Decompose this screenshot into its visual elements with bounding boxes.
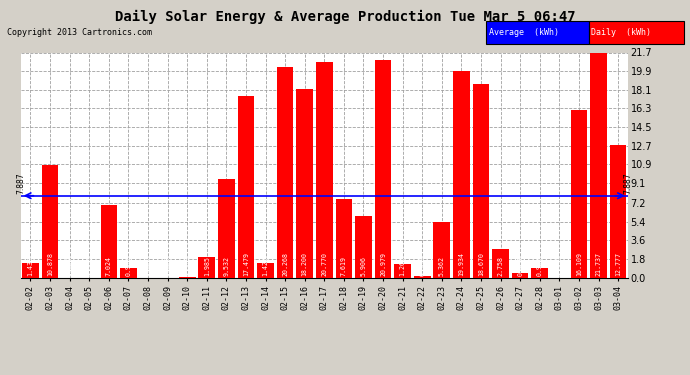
- Bar: [531, 268, 548, 278]
- Bar: [492, 249, 509, 278]
- Text: 20.979: 20.979: [380, 252, 386, 276]
- Text: 16.109: 16.109: [576, 252, 582, 276]
- Bar: [237, 96, 255, 278]
- Text: 0.013: 0.013: [184, 256, 190, 276]
- Text: 0.000: 0.000: [86, 256, 92, 276]
- Text: 10.878: 10.878: [47, 252, 53, 276]
- Text: 0.464: 0.464: [518, 256, 523, 276]
- Text: 2.758: 2.758: [497, 256, 504, 276]
- Text: 0.000: 0.000: [145, 256, 151, 276]
- Text: Daily  (kWh): Daily (kWh): [591, 28, 651, 37]
- Text: 0.000: 0.000: [165, 256, 170, 276]
- Text: 20.770: 20.770: [322, 252, 327, 276]
- Bar: [101, 205, 117, 278]
- Text: 19.934: 19.934: [458, 252, 464, 276]
- Bar: [297, 89, 313, 278]
- Text: 7.887: 7.887: [16, 172, 26, 194]
- Text: 1.266: 1.266: [400, 256, 406, 276]
- Bar: [22, 262, 39, 278]
- Bar: [120, 268, 137, 278]
- Bar: [610, 145, 627, 278]
- Bar: [335, 198, 352, 278]
- Bar: [316, 62, 333, 278]
- Text: 5.906: 5.906: [360, 256, 366, 276]
- Text: 9.532: 9.532: [224, 256, 229, 276]
- Bar: [571, 111, 587, 278]
- Text: 7.024: 7.024: [106, 256, 112, 276]
- Text: 1.439: 1.439: [28, 256, 34, 276]
- Text: Daily Solar Energy & Average Production Tue Mar 5 06:47: Daily Solar Energy & Average Production …: [115, 9, 575, 24]
- Bar: [375, 60, 391, 278]
- Bar: [590, 52, 607, 278]
- Text: 12.777: 12.777: [615, 252, 621, 276]
- Bar: [453, 71, 470, 278]
- Text: 0.158: 0.158: [420, 256, 425, 276]
- Text: Copyright 2013 Cartronics.com: Copyright 2013 Cartronics.com: [7, 28, 152, 37]
- Text: 18.670: 18.670: [478, 252, 484, 276]
- Bar: [199, 257, 215, 278]
- Bar: [257, 263, 274, 278]
- Text: 7.619: 7.619: [341, 256, 347, 276]
- Text: 7.887: 7.887: [623, 172, 633, 194]
- Text: 20.268: 20.268: [282, 252, 288, 276]
- Text: 0.000: 0.000: [67, 256, 72, 276]
- Text: 0.911: 0.911: [126, 256, 131, 276]
- Bar: [42, 165, 59, 278]
- Text: 0.000: 0.000: [556, 256, 562, 276]
- Bar: [512, 273, 529, 278]
- Bar: [433, 222, 450, 278]
- Bar: [277, 68, 293, 278]
- Text: 1.985: 1.985: [204, 256, 210, 276]
- Text: 5.362: 5.362: [439, 256, 445, 276]
- Text: 0.935: 0.935: [537, 256, 543, 276]
- Text: 17.479: 17.479: [243, 252, 249, 276]
- Bar: [355, 216, 372, 278]
- Bar: [414, 276, 431, 278]
- Text: 18.200: 18.200: [302, 252, 308, 276]
- Bar: [394, 264, 411, 278]
- Text: 21.737: 21.737: [595, 252, 602, 276]
- Text: 1.426: 1.426: [262, 256, 268, 276]
- Bar: [218, 178, 235, 278]
- Text: Average  (kWh): Average (kWh): [489, 28, 559, 37]
- Bar: [473, 84, 489, 278]
